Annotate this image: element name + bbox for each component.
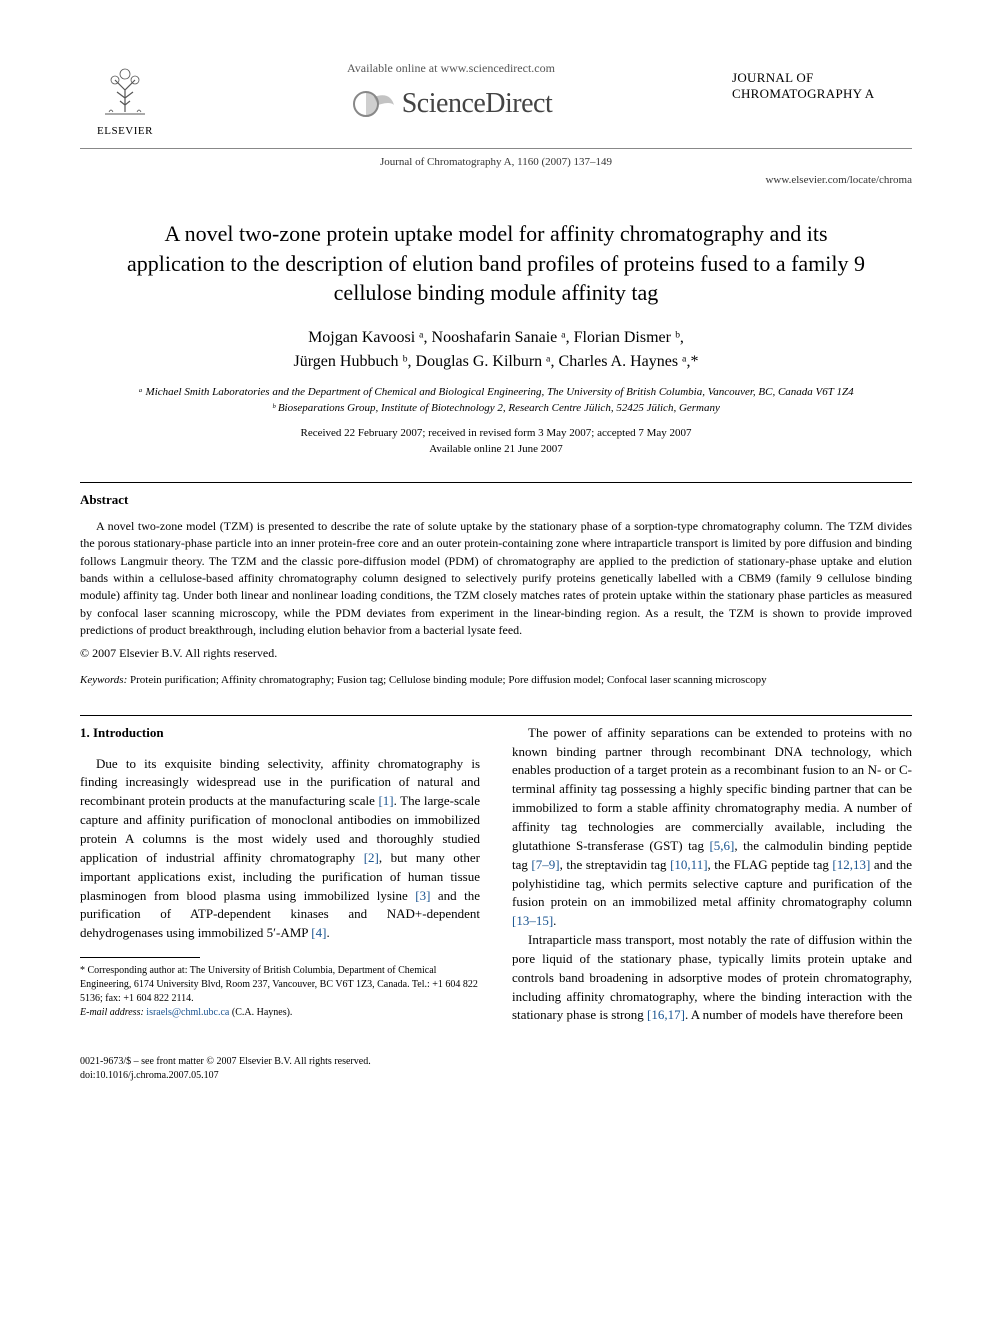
sciencedirect-swoosh-icon	[350, 81, 396, 127]
ref-link[interactable]: [13–15]	[512, 913, 553, 928]
keywords-line: Keywords: Protein purification; Affinity…	[80, 673, 912, 689]
ref-link[interactable]: [4]	[311, 925, 326, 940]
authors-line2: Jürgen Hubbuch ᵇ, Douglas G. Kilburn ᵃ, …	[294, 353, 699, 370]
email-suffix: (C.A. Haynes).	[229, 1007, 292, 1018]
sciencedirect-block: Available online at www.sciencedirect.co…	[170, 60, 732, 127]
divider	[80, 482, 912, 483]
sd-logo-row: ScienceDirect	[170, 81, 732, 127]
footer-doi: doi:10.1016/j.chroma.2007.05.107	[80, 1069, 912, 1083]
ref-link[interactable]: [1]	[378, 793, 393, 808]
availability-text: Available online at www.sciencedirect.co…	[170, 60, 732, 77]
journal-name-l2: CHROMATOGRAPHY A	[732, 86, 912, 102]
publisher-header: ELSEVIER Available online at www.science…	[80, 60, 912, 149]
footer: 0021-9673/$ – see front matter © 2007 El…	[80, 1055, 912, 1083]
received-date: Received 22 February 2007; received in r…	[80, 425, 912, 442]
paper-page: ELSEVIER Available online at www.science…	[0, 0, 992, 1123]
authors: Mojgan Kavoosi ᵃ, Nooshafarin Sanaie ᵃ, …	[80, 326, 912, 374]
body-columns: 1. Introduction Due to its exquisite bin…	[80, 724, 912, 1026]
dates-block: Received 22 February 2007; received in r…	[80, 425, 912, 458]
available-date: Available online 21 June 2007	[80, 441, 912, 458]
keywords-label: Keywords:	[80, 674, 127, 686]
ref-link[interactable]: [10,11]	[670, 857, 707, 872]
sciencedirect-name: ScienceDirect	[402, 84, 553, 125]
article-title: A novel two-zone protein uptake model fo…	[120, 219, 872, 308]
ref-link[interactable]: [16,17]	[647, 1007, 685, 1022]
email-address[interactable]: israels@chml.ubc.ca	[146, 1007, 229, 1018]
corr-author-text: * Corresponding author at: The Universit…	[80, 964, 480, 1006]
journal-name-l1: JOURNAL OF	[732, 70, 912, 86]
journal-url: www.elsevier.com/locate/chroma	[80, 173, 912, 189]
corresponding-footnote: * Corresponding author at: The Universit…	[80, 964, 480, 1020]
citation-line: Journal of Chromatography A, 1160 (2007)…	[80, 155, 912, 171]
intro-heading: 1. Introduction	[80, 724, 480, 743]
ref-link[interactable]: [5,6]	[709, 838, 734, 853]
footer-issn: 0021-9673/$ – see front matter © 2007 El…	[80, 1055, 912, 1069]
intro-p3: Intraparticle mass transport, most notab…	[512, 931, 912, 1025]
footnote-rule	[80, 957, 200, 958]
right-column: The power of affinity separations can be…	[512, 724, 912, 1026]
journal-name-block: JOURNAL OF CHROMATOGRAPHY A	[732, 60, 912, 101]
divider	[80, 715, 912, 716]
email-line: E-mail address: israels@chml.ubc.ca (C.A…	[80, 1006, 480, 1020]
ref-link[interactable]: [7–9]	[531, 857, 559, 872]
abstract-copyright: © 2007 Elsevier B.V. All rights reserved…	[80, 645, 912, 662]
elsevier-label: ELSEVIER	[80, 124, 170, 140]
affiliation-a: ᵃ Michael Smith Laboratories and the Dep…	[80, 384, 912, 401]
intro-p1: Due to its exquisite binding selectivity…	[80, 755, 480, 943]
intro-p2: The power of affinity separations can be…	[512, 724, 912, 931]
elsevier-tree-icon	[95, 60, 155, 120]
affiliations: ᵃ Michael Smith Laboratories and the Dep…	[80, 384, 912, 417]
ref-link[interactable]: [12,13]	[832, 857, 870, 872]
ref-link[interactable]: [2]	[364, 850, 379, 865]
affiliation-b: ᵇ Bioseparations Group, Institute of Bio…	[80, 400, 912, 417]
ref-link[interactable]: [3]	[415, 888, 430, 903]
email-label: E-mail address:	[80, 1007, 144, 1018]
left-column: 1. Introduction Due to its exquisite bin…	[80, 724, 480, 1026]
abstract-heading: Abstract	[80, 491, 912, 510]
abstract-text: A novel two-zone model (TZM) is presente…	[80, 518, 912, 640]
keywords-text: Protein purification; Affinity chromatog…	[130, 674, 767, 686]
authors-line1: Mojgan Kavoosi ᵃ, Nooshafarin Sanaie ᵃ, …	[308, 329, 684, 346]
elsevier-logo-block: ELSEVIER	[80, 60, 170, 140]
